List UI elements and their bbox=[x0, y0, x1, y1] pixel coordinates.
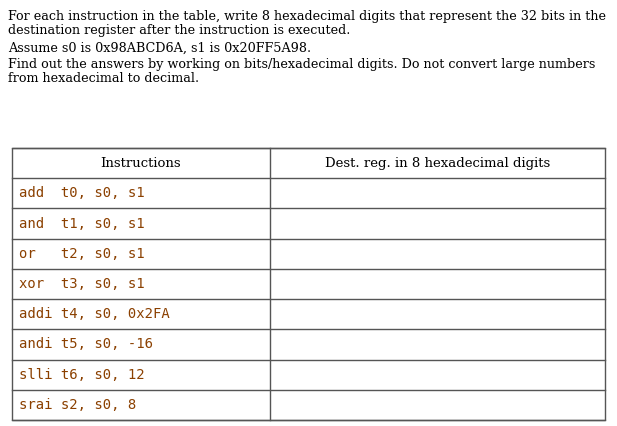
Text: addi t4, s0, 0x2FA: addi t4, s0, 0x2FA bbox=[19, 307, 170, 321]
Text: For each instruction in the table, write 8 hexadecimal digits that represent the: For each instruction in the table, write… bbox=[8, 10, 606, 23]
Text: Assume s0 is 0x98ABCD6A, s1 is 0x20FF5A98.: Assume s0 is 0x98ABCD6A, s1 is 0x20FF5A9… bbox=[8, 42, 311, 55]
Text: Instructions: Instructions bbox=[101, 157, 181, 170]
Text: xor  t3, s0, s1: xor t3, s0, s1 bbox=[19, 277, 145, 291]
Text: from hexadecimal to decimal.: from hexadecimal to decimal. bbox=[8, 72, 199, 85]
Text: or   t2, s0, s1: or t2, s0, s1 bbox=[19, 247, 145, 261]
Text: srai s2, s0, 8: srai s2, s0, 8 bbox=[19, 398, 136, 412]
Text: destination register after the instruction is executed.: destination register after the instructi… bbox=[8, 24, 350, 37]
Text: andi t5, s0, -16: andi t5, s0, -16 bbox=[19, 337, 154, 351]
Text: and  t1, s0, s1: and t1, s0, s1 bbox=[19, 216, 145, 230]
Text: Dest. reg. in 8 hexadecimal digits: Dest. reg. in 8 hexadecimal digits bbox=[325, 157, 550, 170]
Text: slli t6, s0, 12: slli t6, s0, 12 bbox=[19, 368, 145, 382]
Text: add  t0, s0, s1: add t0, s0, s1 bbox=[19, 186, 145, 200]
Text: Find out the answers by working on bits/hexadecimal digits. Do not convert large: Find out the answers by working on bits/… bbox=[8, 58, 595, 71]
